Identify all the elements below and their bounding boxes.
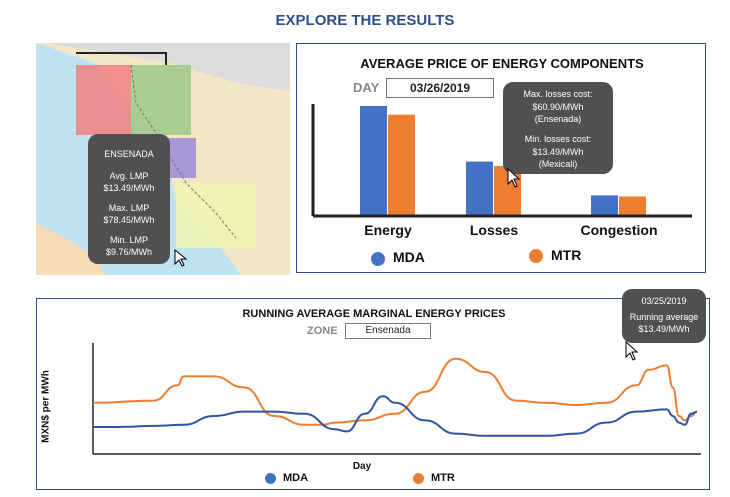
day-label: DAY xyxy=(353,80,380,95)
zone-region-south[interactable] xyxy=(176,183,256,248)
tooltip-zone: ENSENADA xyxy=(104,149,154,159)
tooltip-min-value: $13.49/MWh xyxy=(532,147,584,157)
tooltip-max-label: Max. LMP xyxy=(108,203,150,213)
land-west xyxy=(36,43,106,275)
cursor-icon xyxy=(507,168,521,188)
zone-region-west[interactable] xyxy=(76,65,131,135)
land-north xyxy=(46,43,290,91)
tooltip-min-label: Min. LMP xyxy=(109,235,148,245)
category-label-losses: Losses xyxy=(470,222,518,238)
cursor-icon xyxy=(174,249,188,267)
map-graphic xyxy=(36,43,290,275)
series-line-mtr xyxy=(92,357,698,426)
tooltip-value: $13.49/MWh xyxy=(638,324,690,334)
zone-region-north[interactable] xyxy=(131,65,191,135)
cursor-icon xyxy=(625,341,639,361)
legend-mtr-label: MTR xyxy=(431,472,455,484)
zone-label: ZONE xyxy=(307,325,338,337)
x-axis-label: Day xyxy=(352,461,372,472)
zone-region-center[interactable] xyxy=(166,138,196,178)
tooltip-min-value: $9.76/MWh xyxy=(105,247,153,257)
day-select[interactable]: 03/26/2019 xyxy=(386,78,494,98)
tooltip-min-label: Min. losses cost: xyxy=(524,134,592,144)
line-chart-title: RUNNING AVERAGE MARGINAL ENERGY PRICES xyxy=(242,308,506,320)
page-title: EXPLORE THE RESULTS xyxy=(275,12,455,29)
y-axis-label-box: MXN$ per MWh xyxy=(39,367,53,447)
zone-map[interactable]: ENSENADA Avg. LMP $13.49/MWh Max. LMP $7… xyxy=(36,43,290,275)
bar-mda-energy[interactable] xyxy=(360,106,387,215)
legend-mda-marker xyxy=(265,473,276,484)
tooltip-min-zone: (Mexicali) xyxy=(538,159,578,169)
bar-mda-congestion[interactable] xyxy=(591,195,618,215)
line-chart xyxy=(92,343,701,455)
tooltip-max-value: $60.90/MWh xyxy=(532,102,584,112)
bar-chart-title: AVERAGE PRICE OF ENERGY COMPONENTS xyxy=(360,56,644,71)
line-panel: RUNNING AVERAGE MARGINAL ENERGY PRICES Z… xyxy=(36,289,710,490)
legend-mda-label: MDA xyxy=(393,249,425,265)
line-tooltip: 03/25/2019 Running average $13.49/MWh xyxy=(622,289,706,343)
bar-mtr-congestion[interactable] xyxy=(619,196,646,215)
category-label-congestion: Congestion xyxy=(581,222,658,238)
tooltip-label: Running average xyxy=(629,312,699,322)
legend-mtr-marker xyxy=(529,249,543,263)
bar-tooltip: Max. losses cost: $60.90/MWh (Ensenada) … xyxy=(503,82,613,174)
zone-select[interactable]: Ensenada xyxy=(345,323,431,339)
y-axis-label: MXN$ per MWh xyxy=(40,370,52,443)
series-line-mda xyxy=(92,395,698,437)
tooltip-max-zone: (Ensenada) xyxy=(534,114,582,124)
bar-chart: Energy Losses Congestion xyxy=(311,104,692,238)
map-tooltip: ENSENADA Avg. LMP $13.49/MWh Max. LMP $7… xyxy=(88,134,170,264)
tooltip-avg-value: $13.49/MWh xyxy=(103,183,155,193)
state-border xyxy=(130,64,237,239)
tooltip-max-value: $78.45/MWh xyxy=(103,215,155,225)
category-label-energy: Energy xyxy=(364,222,412,238)
tooltip-max-label: Max. losses cost: xyxy=(523,89,593,99)
legend-mtr-label: MTR xyxy=(551,247,582,263)
bar-mtr-energy[interactable] xyxy=(388,114,415,215)
tooltip-avg-label: Avg. LMP xyxy=(109,171,149,181)
legend-mda-marker xyxy=(371,252,385,266)
bar-panel: AVERAGE PRICE OF ENERGY COMPONENTS DAY 0… xyxy=(296,43,706,273)
bar-mda-losses[interactable] xyxy=(466,161,493,215)
tooltip-date: 03/25/2019 xyxy=(641,296,687,306)
legend-mda-label: MDA xyxy=(283,472,309,484)
border-line xyxy=(76,52,167,65)
legend-mtr-marker xyxy=(413,473,424,484)
